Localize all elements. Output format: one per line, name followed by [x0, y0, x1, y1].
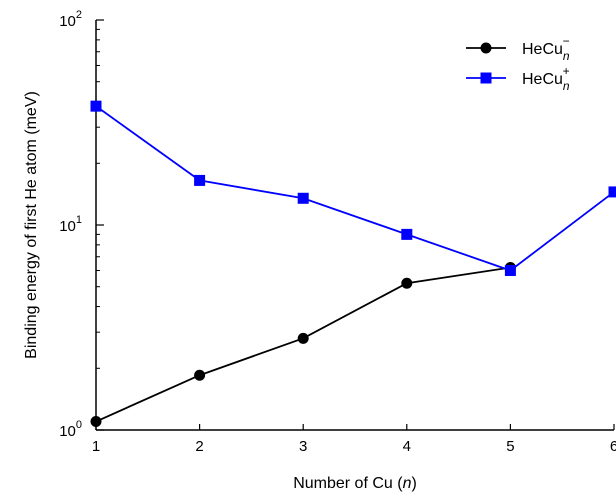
- y-ticks: 100 101 102: [59, 9, 104, 440]
- data-point: [297, 332, 309, 344]
- data-point: [297, 192, 309, 204]
- legend-label: HeCun+: [522, 64, 570, 93]
- legend: HeCun−HeCun+: [466, 34, 570, 93]
- data-point: [90, 416, 102, 428]
- y-axis-title: Binding energy of first He atom (meV): [23, 91, 40, 359]
- data-point: [90, 100, 102, 112]
- y-tick-label: 102: [59, 9, 82, 30]
- x-axis-title: Number of Cu (n): [293, 475, 417, 492]
- y-tick-label: 101: [59, 214, 82, 235]
- legend-marker: [480, 42, 492, 54]
- data-point: [401, 228, 413, 240]
- legend-marker: [480, 72, 492, 84]
- data-point: [401, 277, 413, 289]
- series-line: [95, 266, 511, 423]
- x-tick-label: 4: [403, 438, 411, 455]
- x-tick-label: 1: [92, 438, 100, 455]
- series-layer: [90, 100, 616, 428]
- x-tick-label: 5: [506, 438, 514, 455]
- x-tick-label: 3: [299, 438, 307, 455]
- x-tick-label: 2: [195, 438, 203, 455]
- x-ticks: 1 2 3 4 5 6: [92, 424, 616, 455]
- data-point: [194, 369, 206, 381]
- x-tick-label: 6: [610, 438, 616, 455]
- data-point: [608, 186, 616, 198]
- data-point: [504, 264, 516, 276]
- legend-label: HeCun−: [522, 34, 570, 63]
- series-line: [95, 105, 615, 272]
- y-tick-label: 100: [59, 419, 82, 440]
- data-point: [194, 174, 206, 186]
